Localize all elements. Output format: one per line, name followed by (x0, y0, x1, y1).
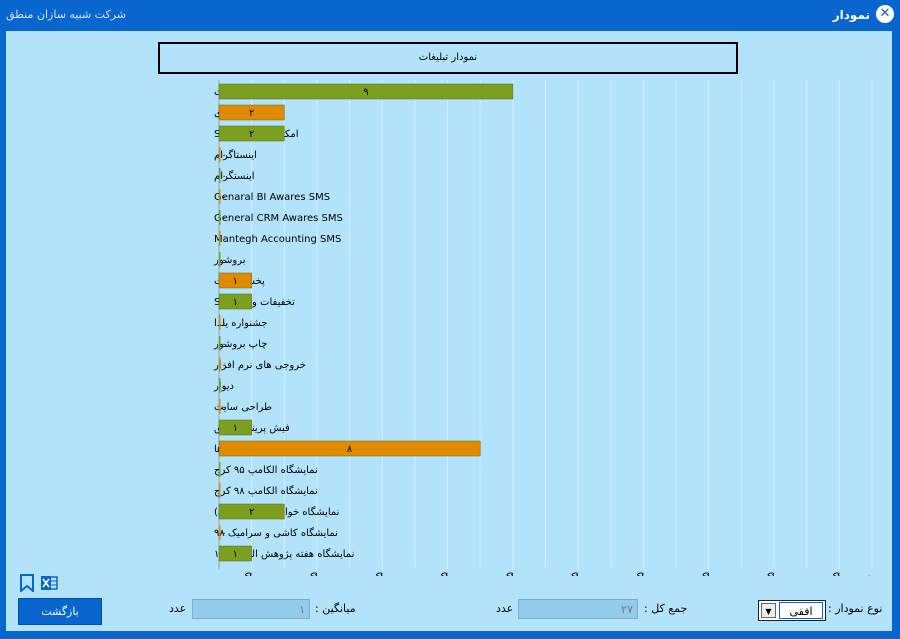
footer-bar: بازگشت عدد ۱ میانگین : عدد ۲۷ جمع کل : ▼… (6, 574, 892, 631)
bar (218, 440, 481, 457)
bar (219, 483, 221, 498)
bar (219, 231, 221, 246)
avg-label: میانگین : (315, 602, 356, 615)
bar-value-label: ۰ (221, 381, 226, 392)
chart-area: ۰۰.۵۱۱.۵۲۲.۵۳۳.۵۴۴.۵۵۵.۵۶۶.۵۷۷.۵۸۸.۵۹۹.۵… (6, 31, 892, 586)
avg-unit: عدد (169, 602, 187, 615)
bar-value-label: ۱ (233, 423, 238, 434)
bar (218, 104, 285, 121)
bar (219, 336, 221, 351)
chevron-down-icon[interactable]: ▼ (761, 603, 776, 618)
bar-value-label: ۱ (233, 549, 238, 560)
bar (218, 83, 514, 100)
bar (219, 189, 221, 204)
bar-value-label: ۰ (221, 360, 226, 371)
category-label: فیش پرینت منطق (214, 423, 290, 434)
total-field[interactable]: ۲۷ (518, 599, 638, 619)
category-label: اینستاگرام (214, 149, 257, 161)
company-name: شرکت شبیه سازان منطق (6, 8, 126, 21)
bar-value-label: ۰ (221, 339, 226, 350)
bar (219, 252, 221, 267)
bar-value-label: ۰ (221, 213, 226, 224)
bar (219, 378, 221, 393)
chart-title: نمودار تبلیغات (158, 42, 738, 74)
category-label: Mantegh Accounting SMS (214, 234, 341, 245)
bar (219, 462, 221, 477)
bar-value-label: ۰ (221, 171, 226, 182)
bar (218, 419, 252, 436)
bar-chart: ۰۰.۵۱۱.۵۲۲.۵۳۳.۵۴۴.۵۵۵.۵۶۶.۵۷۷.۵۸۸.۵۹۹.۵… (211, 80, 875, 586)
chart-type-select[interactable]: ▼ افقی (758, 600, 826, 621)
category-label: جشنواره یلدا (214, 318, 267, 329)
bar-value-label: ۱ (233, 276, 238, 287)
total-label: جمع کل : (644, 602, 688, 615)
bar (219, 210, 221, 225)
window-title: نمودار (832, 8, 870, 22)
bar-value-label: ۰ (221, 234, 226, 245)
bar-value-label: ۰ (221, 528, 226, 539)
category-label: تخفیفات ویژه SMS (214, 297, 295, 308)
category-label: نمایشگاه الکامپ ۹۵ کرج (214, 464, 318, 476)
excel-export-icon[interactable] (40, 574, 58, 592)
category-label: چاپ بروشور (213, 339, 267, 350)
bar (219, 147, 221, 162)
category-label: بروشور (213, 255, 246, 266)
bar-value-label: ۰ (221, 318, 226, 329)
category-label: نمایشگاه کاشی و سرامیک ۹۸ (214, 527, 338, 539)
bar-value-label: ۸ (347, 444, 353, 455)
category-label: نمایشگاه الکامپ ۹۸ کرج (214, 485, 318, 497)
bar-value-label: ۲ (249, 507, 254, 518)
total-unit: عدد (496, 602, 514, 615)
bar-value-label: ۰ (221, 486, 226, 497)
close-button[interactable]: ✕ (876, 5, 894, 23)
bar (218, 545, 252, 562)
bar (218, 272, 252, 289)
bar-value-label: ۰ (221, 402, 226, 413)
title-bar: ✕ نمودار شرکت شبیه سازان منطق (0, 0, 900, 31)
category-label: دیوار (213, 381, 234, 392)
bar-value-label: ۰ (221, 255, 226, 266)
category-label: اینستگرام (214, 170, 255, 182)
bar-value-label: ۰ (221, 465, 226, 476)
bar (219, 357, 221, 372)
category-label: خروجی های نرم افزار (213, 360, 306, 371)
bar (218, 125, 285, 142)
back-button[interactable]: بازگشت (18, 598, 102, 625)
bar-value-label: ۹ (363, 87, 368, 98)
bar (219, 399, 221, 414)
bar-value-label: ۰ (221, 192, 226, 203)
avg-field[interactable]: ۱ (192, 599, 310, 619)
bar-value-label: ۲ (249, 129, 254, 140)
bar-value-label: ۱ (233, 297, 238, 308)
bar (219, 525, 221, 540)
chart-type-value: افقی (779, 602, 823, 619)
category-label: General CRM Awares SMS (214, 213, 343, 224)
bar (219, 315, 221, 330)
bar-value-label: ۰ (221, 150, 226, 161)
bar-value-label: ۲ (249, 108, 254, 119)
chart-type-label: نوع نمودار : (828, 602, 883, 615)
category-label: Genaral BI Awares SMS (214, 192, 330, 203)
bookmark-icon[interactable] (18, 574, 36, 592)
category-label: طراحی سایت (214, 402, 272, 413)
bar (218, 293, 252, 310)
client-area: ۰۰.۵۱۱.۵۲۲.۵۳۳.۵۴۴.۵۵۵.۵۶۶.۵۷۷.۵۸۸.۵۹۹.۵… (6, 31, 892, 631)
bar (218, 503, 285, 520)
bar (219, 168, 221, 183)
